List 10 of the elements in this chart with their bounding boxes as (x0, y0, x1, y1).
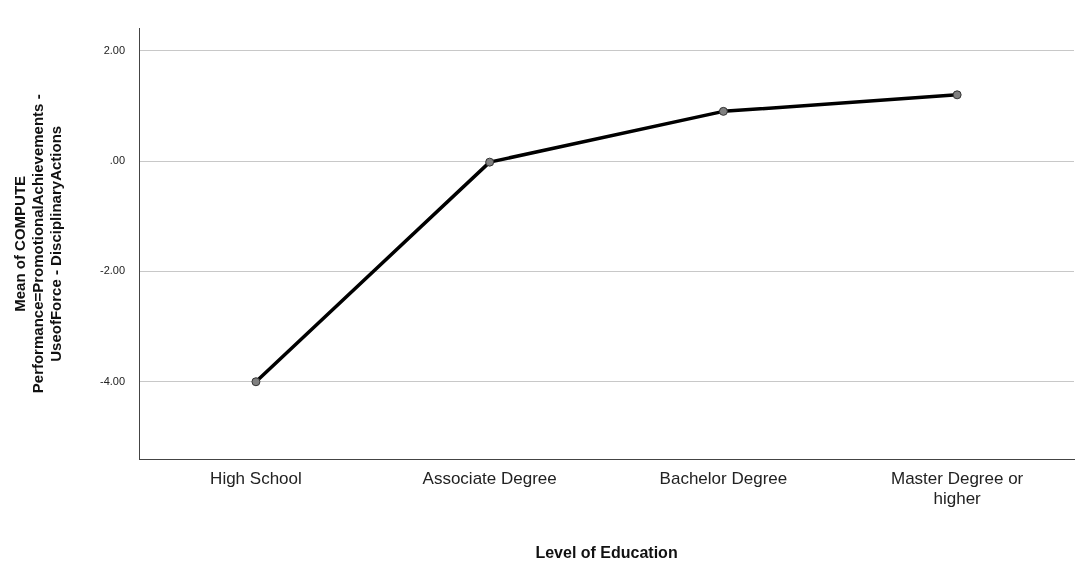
x-tick-label: Associate Degree (422, 468, 557, 488)
y-axis-title: Mean of COMPUTE Performance=PromotionalAchievements - UseofForce - DisciplinaryActions (11, 94, 65, 394)
x-axis-title: Level of Education (535, 543, 678, 561)
x-tick-label: Bachelor Degree (659, 468, 788, 488)
y-tick-label: 2.00 (103, 43, 126, 56)
y-tick-label: -4.00 (99, 374, 126, 387)
y-tick-label: .00 (109, 154, 126, 167)
x-tick-label: High School (210, 468, 302, 488)
x-tick-label: Master Degree or higher (890, 468, 1024, 509)
y-tick-label: -2.00 (99, 264, 126, 277)
